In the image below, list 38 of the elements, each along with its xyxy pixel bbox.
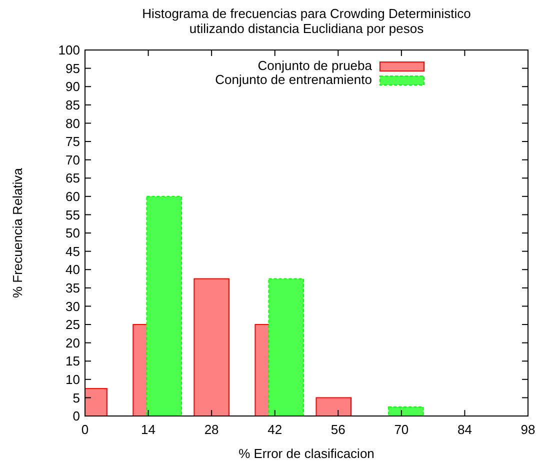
bar — [316, 397, 352, 416]
y-tick-label: 20 — [66, 335, 80, 350]
y-tick-label: 85 — [66, 97, 80, 112]
y-tick-label: 40 — [66, 262, 80, 278]
x-tick-label: 84 — [457, 422, 472, 437]
y-tick-label: 65 — [66, 170, 80, 186]
legend-label: Conjunto de prueba — [258, 58, 373, 73]
legend-label: Conjunto de entrenamiento — [215, 72, 372, 87]
y-tick-label: 80 — [66, 116, 80, 131]
x-tick-label: 28 — [204, 422, 219, 437]
bar — [388, 406, 424, 416]
bar — [268, 278, 304, 416]
y-tick-label: 95 — [66, 60, 80, 76]
y-tick-label: 90 — [66, 79, 80, 94]
chart-title: Histograma de frecuencias para Crowding Deterministico utilizando distancia Euclidiana por pesos — [142, 6, 471, 36]
y-tick-label: 0 — [72, 408, 80, 424]
x-tick-label: 42 — [268, 422, 282, 437]
y-tick-label: 55 — [66, 207, 80, 222]
y-tick-label: 15 — [66, 354, 80, 369]
bar — [146, 196, 182, 416]
x-axis-title: % Error de clasificacion — [238, 446, 374, 461]
y-tick-label: 100 — [58, 42, 80, 58]
x-tick-label: 56 — [330, 422, 346, 437]
y-tick-label: 25 — [66, 317, 80, 332]
x-tick-label: 98 — [520, 422, 536, 437]
y-tick-label: 70 — [66, 152, 80, 168]
y-tick-label: 50 — [66, 226, 80, 241]
y-tick-label: 75 — [66, 134, 80, 150]
y-tick-label: 5 — [72, 390, 80, 406]
y-axis-title: % Frecuencia Relativa — [10, 167, 25, 298]
y-tick-label: 60 — [66, 188, 80, 204]
y-tick-label: 30 — [66, 298, 80, 314]
x-tick-label: 14 — [141, 422, 156, 437]
bar — [194, 278, 230, 416]
y-tick-label: 45 — [66, 244, 80, 259]
y-tick-label: 35 — [66, 280, 80, 296]
y-tick-label: 10 — [66, 372, 80, 387]
x-tick-label: 70 — [394, 422, 409, 437]
